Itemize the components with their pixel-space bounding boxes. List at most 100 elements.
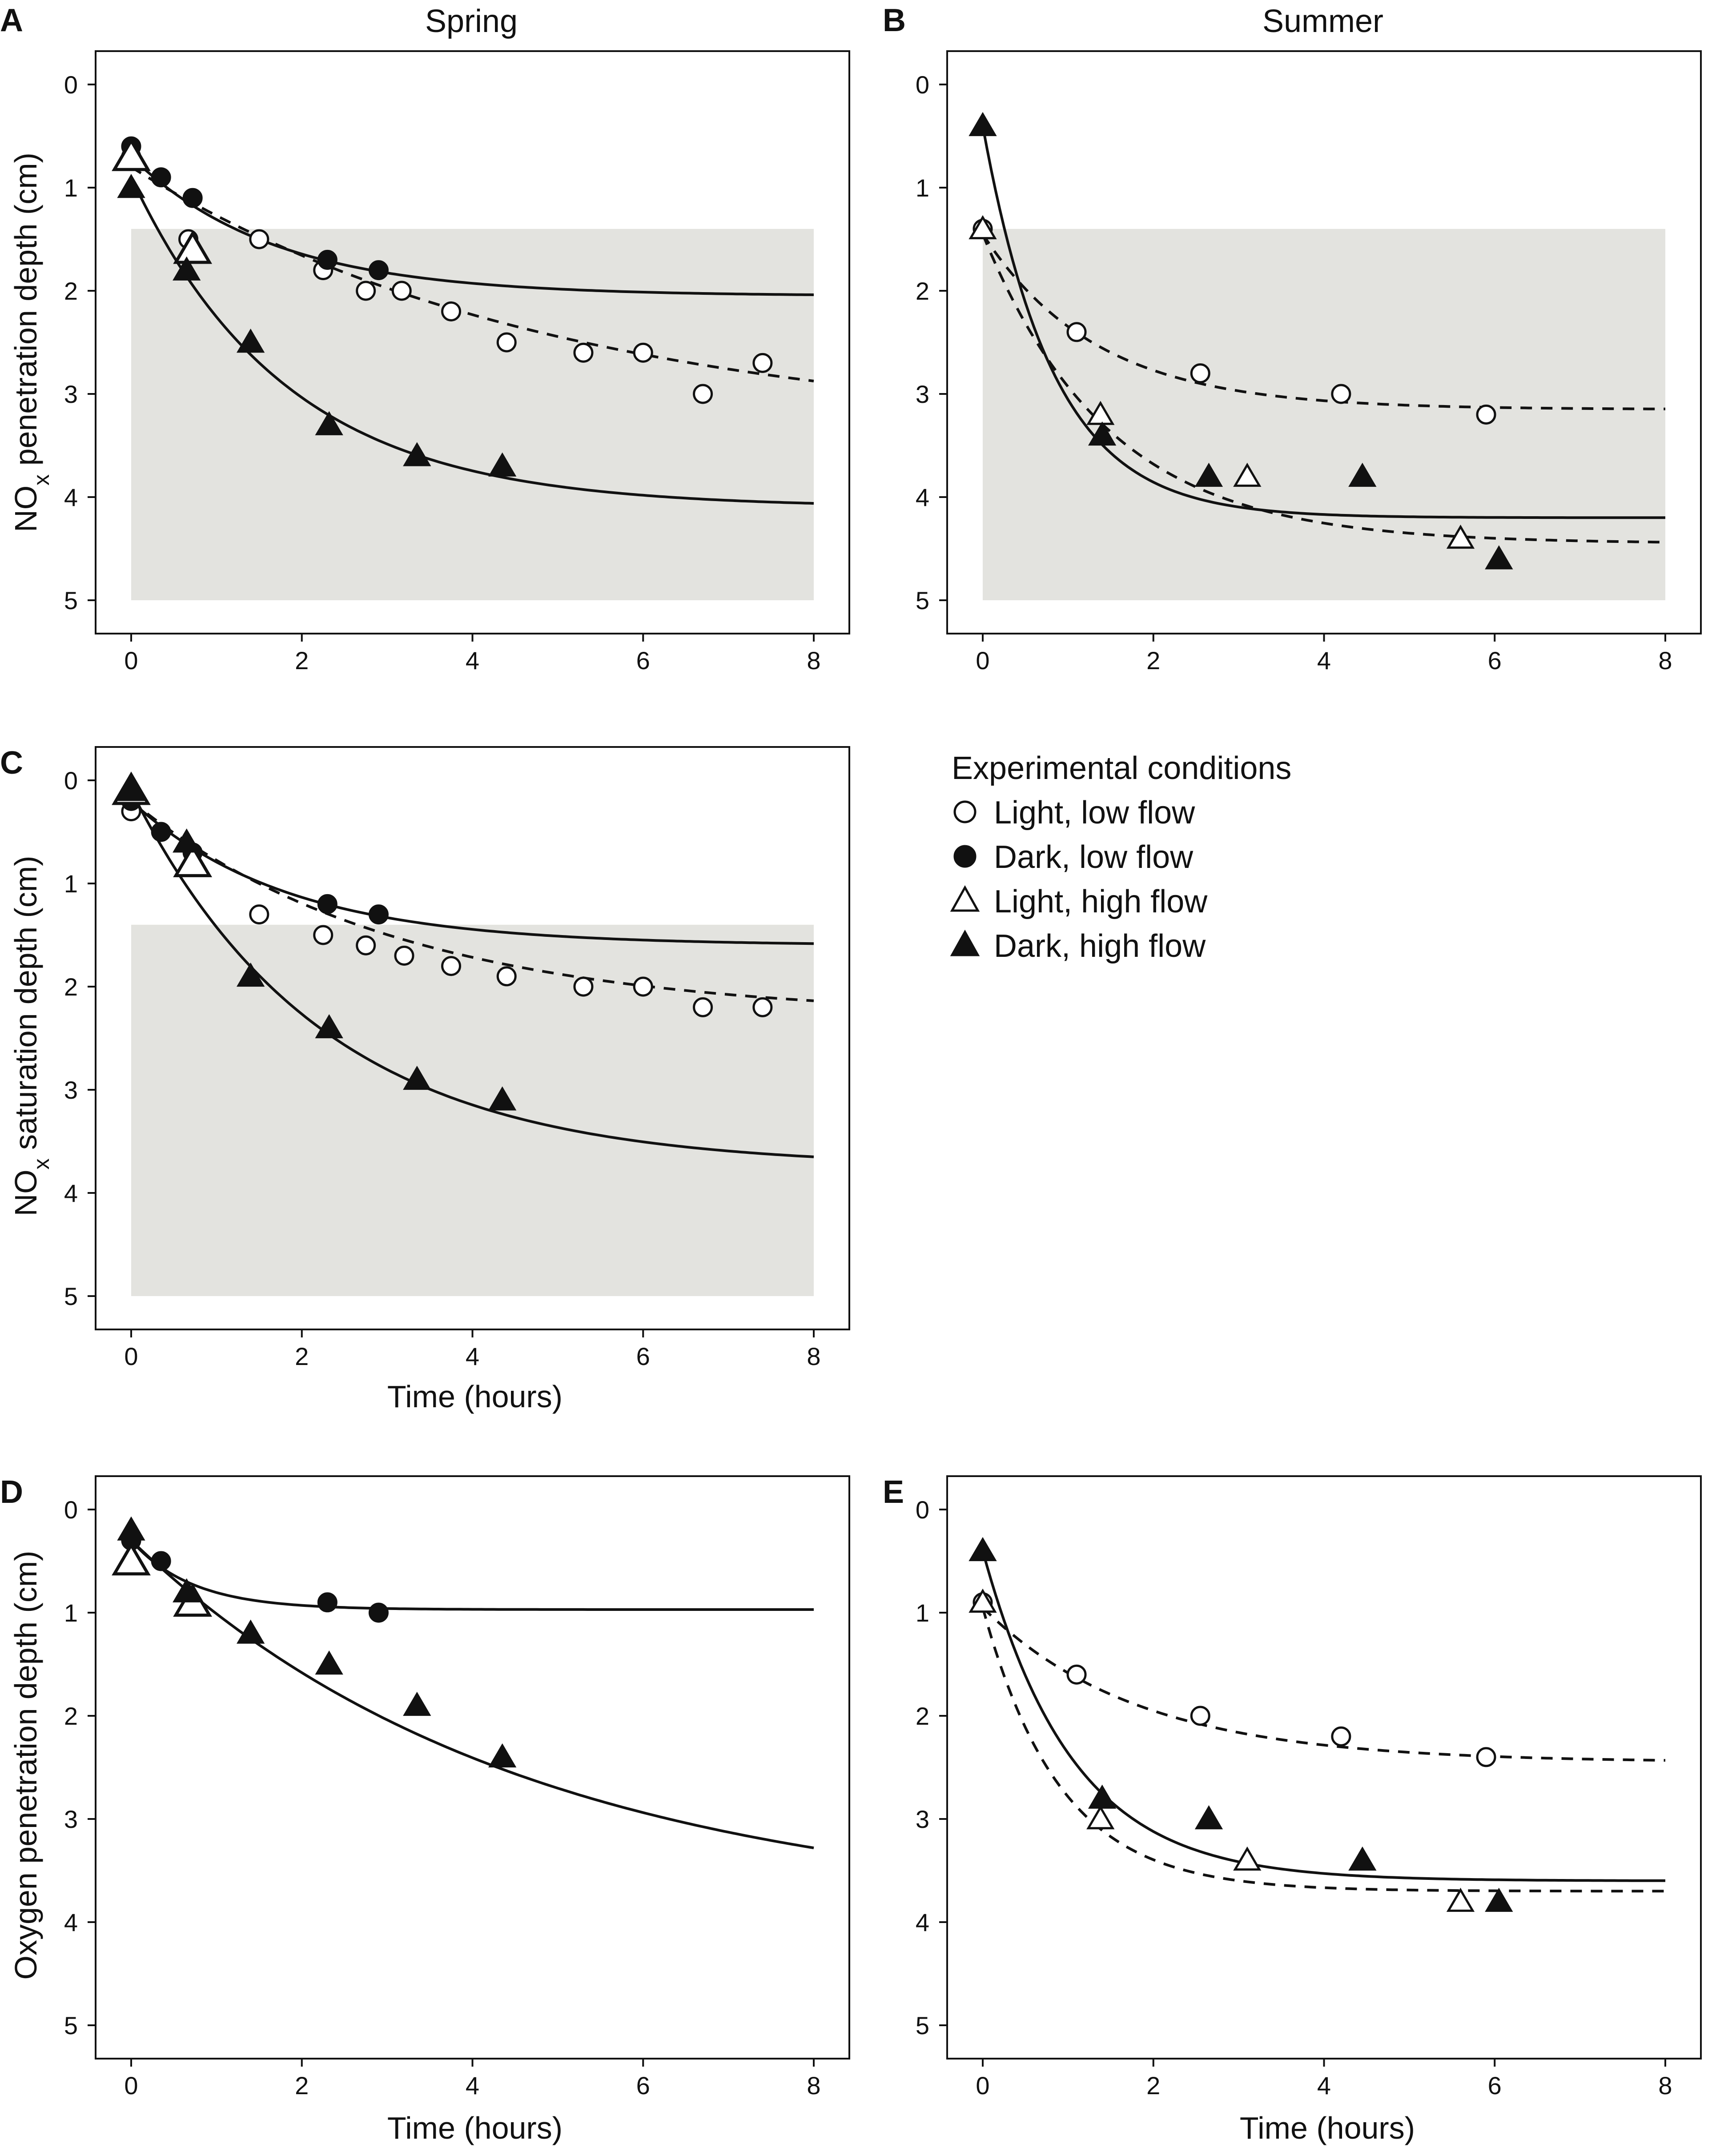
x-tick-label-e-4: 4 <box>1317 2072 1331 2100</box>
y-tick-label-b-0: 0 <box>916 71 929 99</box>
point-b-dark-high-2 <box>1194 462 1223 487</box>
x-tick-label-c-2: 2 <box>295 1342 309 1370</box>
x-tick-label-c-0: 0 <box>124 1342 138 1370</box>
fit-curve-c-dark-low <box>130 800 814 945</box>
legend-title: Experimental conditions <box>952 751 1291 786</box>
point-c-light-low-4 <box>394 945 414 966</box>
panel-a: A Spring 0 2 4 6 8 0 1 2 3 4 5 NOx penetration dep… <box>0 3 850 675</box>
point-b-dark-high-3 <box>1348 462 1377 487</box>
point-c-dark-high-2 <box>236 962 265 987</box>
season-title-spring: Spring <box>425 4 518 39</box>
y-tick-label-c-0: 0 <box>64 767 78 795</box>
x-tick-label-a-6: 6 <box>636 646 650 675</box>
plot-area-b: 0 2 4 6 8 0 1 2 3 4 5 <box>916 71 1672 675</box>
x-tick-label-c-4: 4 <box>466 1342 479 1370</box>
point-e-dark-high-2 <box>1194 1805 1223 1830</box>
point-c-dark-high-4 <box>403 1065 431 1090</box>
point-e-dark-high-3 <box>1348 1846 1377 1871</box>
point-b-light-low-4 <box>1476 404 1496 425</box>
plot-area-c: 0 2 4 6 8 0 1 2 3 4 5 <box>64 767 821 1370</box>
fit-curve-b-light-high <box>981 233 1666 544</box>
shaded-band-c <box>131 924 814 1296</box>
x-tick-label-c-6: 6 <box>636 1342 650 1370</box>
x-tick-label-a-4: 4 <box>466 646 479 675</box>
point-e-light-high-3 <box>1446 1887 1475 1912</box>
y-tick-label-d-3: 3 <box>64 1805 78 1833</box>
plot-frame-d <box>95 1475 850 2060</box>
x-tick-label-b-0: 0 <box>976 646 989 675</box>
y-tick-label-e-2: 2 <box>916 1702 929 1730</box>
point-c-light-low-6 <box>496 966 517 987</box>
y-tick-label-c-4: 4 <box>64 1179 78 1207</box>
x-tick-label-a-0: 0 <box>124 646 138 675</box>
point-c-dark-low-1 <box>151 822 171 842</box>
point-c-light-low-10 <box>752 997 773 1017</box>
y-tick-label-a-4: 4 <box>64 483 78 511</box>
point-a-dark-high-3 <box>315 411 343 435</box>
legend-marker-open-circle <box>953 800 977 823</box>
point-e-light-low-1 <box>1066 1664 1087 1685</box>
point-d-dark-low-1 <box>151 1551 171 1571</box>
point-c-light-high-1 <box>173 843 213 877</box>
point-d-dark-high-0 <box>117 1516 145 1541</box>
point-a-dark-high-4 <box>403 442 431 466</box>
point-b-light-high-1 <box>1086 401 1115 425</box>
x-axis-label-d: Time (hours) <box>387 2111 563 2145</box>
point-b-light-low-2 <box>1190 363 1210 384</box>
point-a-dark-high-5 <box>488 452 517 477</box>
panel-letter-d: D <box>0 1474 23 1510</box>
point-a-dark-low-2 <box>182 188 203 208</box>
point-d-dark-low-2 <box>317 1592 338 1613</box>
point-d-light-high-0 <box>112 1542 151 1576</box>
legend-marker-open-triangle <box>950 885 980 912</box>
legend-entry-light-low-flow: Light, low flow <box>953 795 1195 831</box>
legend-marker-filled-circle <box>953 845 977 868</box>
x-tick-label-b-4: 4 <box>1317 646 1331 675</box>
point-a-light-low-5 <box>391 281 412 301</box>
point-c-light-low-8 <box>633 976 653 997</box>
point-d-dark-low-3 <box>368 1602 389 1623</box>
legend-entry-light-high-flow: Light, high flow <box>950 884 1208 919</box>
y-tick-label-b-3: 3 <box>916 380 929 408</box>
y-tick-label-d-2: 2 <box>64 1702 78 1730</box>
point-e-light-high-1 <box>1086 1805 1115 1830</box>
legend-label-light-low-flow: Light, low flow <box>994 795 1195 831</box>
y-tick-label-c-3: 3 <box>64 1076 78 1104</box>
plot-area-d: 0 2 4 6 8 0 1 2 3 4 5 <box>64 1496 821 2100</box>
point-a-light-low-7 <box>496 332 517 353</box>
plot-area-e: 0 2 4 6 8 0 1 2 3 4 5 <box>916 1496 1672 2100</box>
point-c-light-low-3 <box>356 935 376 956</box>
x-tick-label-d-2: 2 <box>295 2072 309 2100</box>
y-axis-label-a: NOx penetration depth (cm) <box>8 153 54 532</box>
point-c-light-low-1 <box>249 904 269 925</box>
y-tick-label-d-4: 4 <box>64 1908 78 1936</box>
panel-e: E 0 2 4 6 8 0 1 2 3 4 5 Time (hours) <box>883 1474 1702 2145</box>
plot-area-a: 0 2 4 6 8 0 1 2 3 4 5 <box>64 71 821 675</box>
point-c-dark-high-1 <box>173 828 201 853</box>
panel-b: B Summer 0 2 4 6 8 0 1 2 3 4 5 <box>883 3 1702 675</box>
fit-curve-e-dark-high <box>981 1550 1665 1882</box>
point-d-dark-high-1 <box>173 1578 201 1602</box>
fit-curve-a-dark-low <box>130 156 814 296</box>
point-a-dark-low-4 <box>368 260 389 281</box>
y-axis-label-c: NOx saturation depth (cm) <box>8 856 54 1217</box>
point-d-dark-high-4 <box>403 1691 431 1716</box>
point-e-dark-high-1 <box>1088 1784 1117 1809</box>
fit-curve-c-light-low <box>130 800 814 1002</box>
legend-marker-filled-triangle <box>950 929 980 956</box>
legend-label-light-high-flow: Light, high flow <box>994 884 1208 919</box>
y-tick-label-b-4: 4 <box>916 483 929 511</box>
y-tick-label-a-3: 3 <box>64 380 78 408</box>
y-tick-label-d-5: 5 <box>64 2011 78 2040</box>
point-a-dark-high-1 <box>173 256 201 281</box>
panel-d: D 0 2 4 6 8 0 1 2 3 4 5 Oxygen penetration depth (… <box>0 1474 850 2145</box>
x-axis-label-c: Time (hours) <box>387 1379 563 1414</box>
x-tick-label-e-8: 8 <box>1658 2072 1672 2100</box>
point-b-light-low-3 <box>1331 384 1351 404</box>
x-tick-label-a-8: 8 <box>807 646 820 675</box>
point-a-dark-low-3 <box>317 249 338 270</box>
plot-frame-e <box>946 1475 1702 2060</box>
point-c-light-low-5 <box>441 956 462 976</box>
